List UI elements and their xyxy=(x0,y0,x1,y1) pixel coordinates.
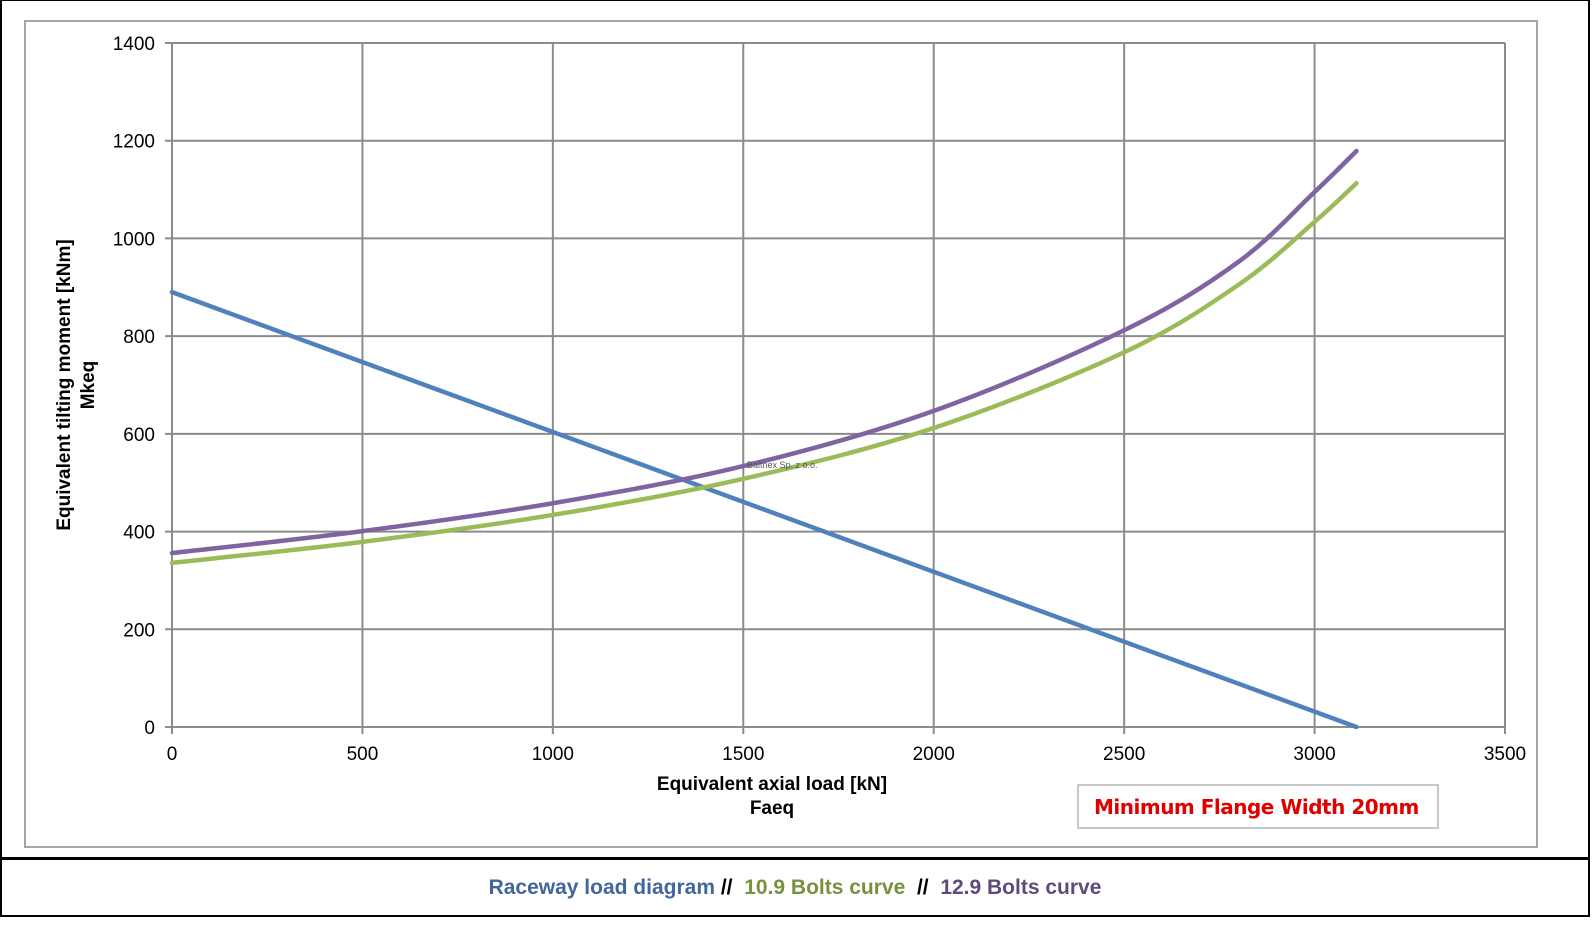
legend-separator: // xyxy=(715,875,745,899)
y-tick-label: 1200 xyxy=(113,132,155,153)
x-tick-label: 1000 xyxy=(532,744,574,765)
x-tick-label: 2000 xyxy=(913,744,955,765)
legend-separator: // xyxy=(905,875,941,899)
y-tick-label: 0 xyxy=(144,718,155,739)
x-axis-title: Equivalent axial load [kN] xyxy=(657,774,887,795)
divider xyxy=(0,857,1590,860)
series-10-9-bolts xyxy=(169,180,1359,566)
series-12-9-bolts xyxy=(169,148,1359,556)
chart-area xyxy=(24,20,1538,848)
series-raceway-load xyxy=(169,289,1359,730)
x-tick-label: 3000 xyxy=(1293,744,1335,765)
y-tick-label: 400 xyxy=(123,523,155,544)
series-lines xyxy=(169,148,1359,730)
x-tick-label: 1500 xyxy=(722,744,764,765)
x-tick-label: 0 xyxy=(167,744,178,765)
legend-10-9-bolts: 10.9 Bolts curve xyxy=(744,875,906,899)
x-tick-label: 3500 xyxy=(1484,744,1526,765)
y-tick-label: 600 xyxy=(123,425,155,446)
flange-width-note: Minimum Flange Width 20mm xyxy=(1077,784,1439,829)
y-tick-label: 200 xyxy=(123,620,155,641)
x-tick-label: 500 xyxy=(347,744,379,765)
legend-caption: Raceway load diagram // 10.9 Bolts curve… xyxy=(0,860,1590,915)
y-tick-label: 1000 xyxy=(113,229,155,250)
x-tick-label: 2500 xyxy=(1103,744,1145,765)
y-tick-label: 800 xyxy=(123,327,155,348)
gridlines xyxy=(165,42,1506,734)
legend-raceway: Raceway load diagram xyxy=(488,875,716,899)
legend-12-9-bolts: 12.9 Bolts curve xyxy=(940,875,1102,899)
x-axis-subtitle: Faeq xyxy=(750,798,794,819)
watermark: Baltnex Sp. z o.o. xyxy=(747,460,818,470)
y-axis-title: Equivalent tilting moment [kNm] xyxy=(54,239,75,530)
tick-labels: 0 200 400 600 800 1000 1200 1400 0 500 1000 1500 200… xyxy=(113,34,1526,765)
outer-frame xyxy=(0,0,1590,917)
y-axis-subtitle: Mkeq xyxy=(78,361,99,410)
y-tick-label: 1400 xyxy=(113,34,155,55)
